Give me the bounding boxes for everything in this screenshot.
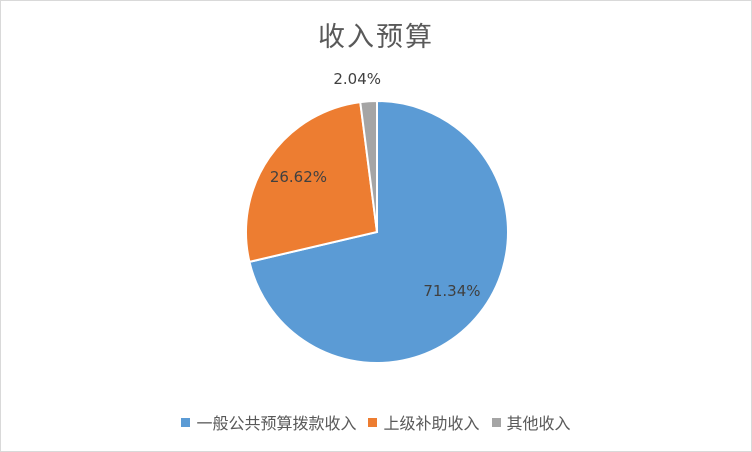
legend-label-general-budget: 一般公共预算拨款收入 (196, 414, 357, 433)
pie-data-labels: 71.34% 26.62% 2.04% (270, 70, 481, 300)
chart-title: 收入预算 (318, 22, 434, 53)
legend-label-other-income: 其他收入 (506, 414, 571, 433)
pie-slices (245, 99, 509, 364)
legend: 一般公共预算拨款收入 上级补助收入 其他收入 (1, 410, 751, 434)
legend-item-other-income: 其他收入 (491, 410, 571, 434)
data-label-superior-subsidy: 26.62% (270, 168, 327, 186)
pie-slice-other-income (359, 99, 378, 233)
legend-swatch-superior-subsidy (368, 417, 378, 427)
data-label-general-budget: 71.34% (423, 282, 480, 300)
legend-item-general-budget: 一般公共预算拨款收入 (181, 410, 356, 434)
legend-swatch-other-income (491, 417, 501, 427)
legend-swatch-general-budget (181, 417, 191, 427)
legend-item-superior-subsidy: 上级补助收入 (368, 410, 480, 434)
legend-label-superior-subsidy: 上级补助收入 (383, 414, 480, 433)
pie-slice-general-budget (248, 99, 509, 364)
pie-slice-superior-subsidy (245, 100, 379, 264)
data-label-other-income: 2.04% (333, 70, 381, 88)
